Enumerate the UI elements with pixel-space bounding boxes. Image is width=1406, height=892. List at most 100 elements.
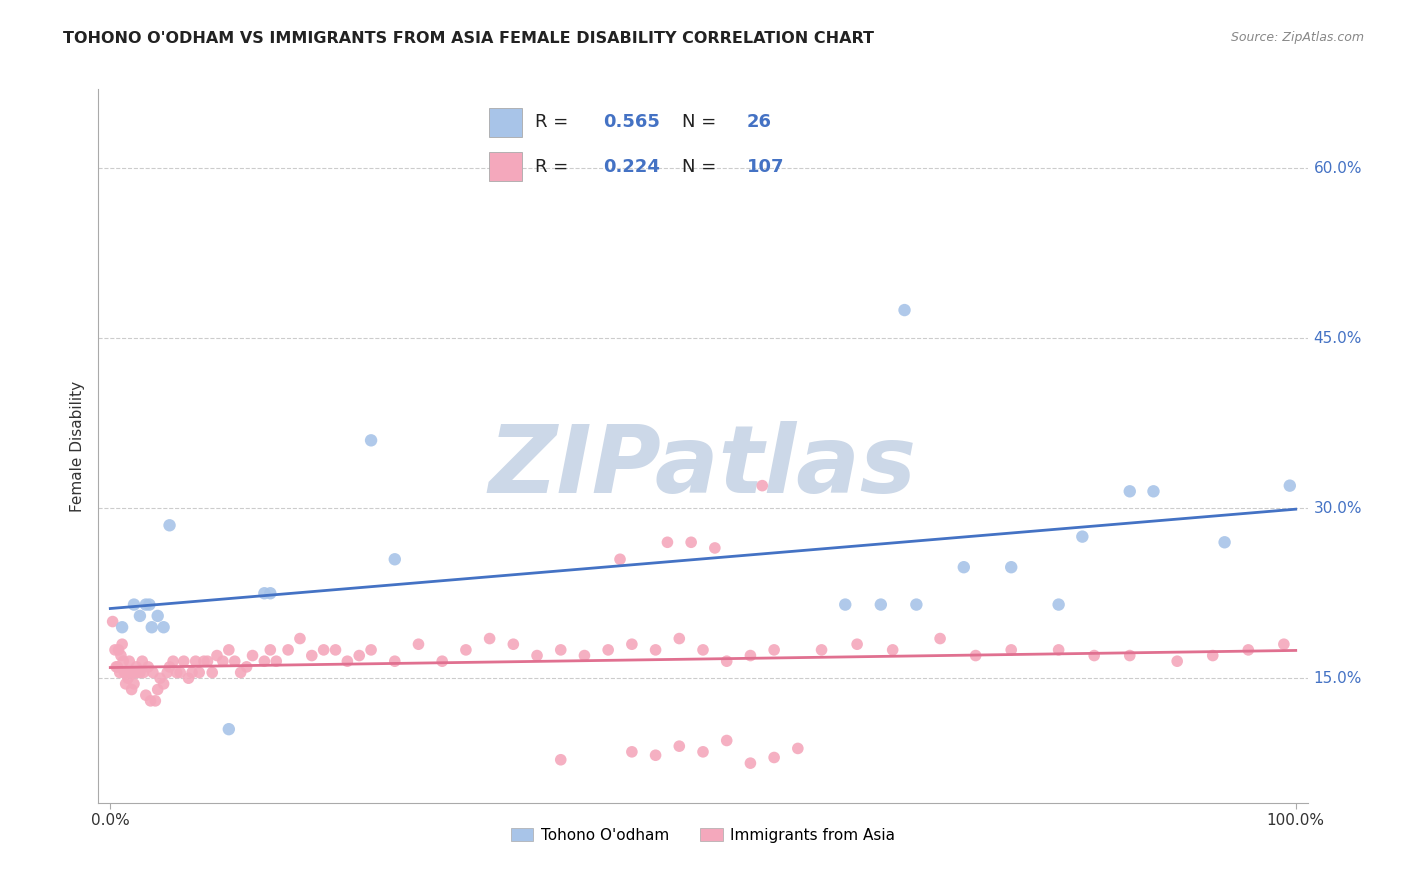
- Point: [229, 665, 252, 680]
- Point: [135, 598, 157, 612]
- Point: [114, 677, 136, 691]
- Point: [127, 665, 149, 680]
- Point: [166, 665, 188, 680]
- Point: [259, 586, 281, 600]
- Point: [740, 648, 762, 663]
- Point: [846, 637, 869, 651]
- Point: [138, 598, 160, 612]
- Point: [657, 535, 679, 549]
- Point: [716, 654, 738, 668]
- Point: [264, 654, 287, 668]
- Text: 60.0%: 60.0%: [1313, 161, 1362, 176]
- Point: [1272, 637, 1295, 651]
- Point: [143, 694, 166, 708]
- Point: [1000, 643, 1022, 657]
- Point: [117, 671, 139, 685]
- Point: [159, 518, 181, 533]
- Point: [129, 608, 152, 623]
- Point: [122, 677, 145, 691]
- Point: [162, 654, 184, 668]
- Point: [432, 654, 454, 668]
- Point: [740, 756, 762, 771]
- Point: [893, 303, 915, 318]
- Point: [224, 654, 246, 668]
- Point: [253, 654, 276, 668]
- Point: [301, 648, 323, 663]
- Point: [288, 632, 311, 646]
- Point: [408, 637, 430, 651]
- Point: [139, 694, 162, 708]
- Point: [882, 643, 904, 657]
- Point: [681, 535, 703, 549]
- Point: [952, 560, 974, 574]
- Point: [1202, 648, 1225, 663]
- Point: [146, 682, 169, 697]
- Point: [384, 552, 406, 566]
- Point: [142, 665, 165, 680]
- Point: [609, 552, 631, 566]
- Text: Source: ZipAtlas.com: Source: ZipAtlas.com: [1230, 31, 1364, 45]
- Point: [325, 643, 347, 657]
- Point: [1166, 654, 1188, 668]
- Point: [131, 654, 153, 668]
- Point: [146, 608, 169, 623]
- Point: [644, 643, 666, 657]
- Point: [360, 643, 382, 657]
- Point: [869, 598, 891, 612]
- Point: [184, 654, 207, 668]
- Text: 15.0%: 15.0%: [1313, 671, 1362, 686]
- Point: [242, 648, 264, 663]
- Point: [118, 654, 141, 668]
- Point: [834, 598, 856, 612]
- Point: [598, 643, 620, 657]
- Point: [668, 739, 690, 754]
- Text: 45.0%: 45.0%: [1313, 331, 1362, 346]
- Point: [121, 665, 143, 680]
- Point: [965, 648, 987, 663]
- Point: [107, 643, 129, 657]
- Point: [141, 620, 163, 634]
- Point: [277, 643, 299, 657]
- Point: [218, 722, 240, 736]
- Point: [125, 660, 148, 674]
- Point: [574, 648, 596, 663]
- Point: [121, 682, 143, 697]
- Point: [108, 665, 131, 680]
- Point: [181, 665, 204, 680]
- Point: [111, 620, 134, 634]
- Point: [218, 643, 240, 657]
- Point: [101, 615, 124, 629]
- Point: [360, 434, 382, 448]
- Point: [173, 654, 195, 668]
- Point: [114, 665, 136, 680]
- Point: [1237, 643, 1260, 657]
- Point: [763, 643, 786, 657]
- Point: [120, 665, 142, 680]
- Point: [159, 660, 181, 674]
- Point: [135, 688, 157, 702]
- Point: [810, 643, 832, 657]
- Point: [526, 648, 548, 663]
- Point: [253, 586, 276, 600]
- Point: [152, 620, 174, 634]
- Point: [122, 598, 145, 612]
- Point: [115, 665, 138, 680]
- Text: 30.0%: 30.0%: [1313, 500, 1362, 516]
- Point: [1047, 598, 1070, 612]
- Point: [763, 750, 786, 764]
- Point: [1213, 535, 1236, 549]
- Point: [104, 643, 127, 657]
- Point: [1142, 484, 1164, 499]
- Point: [193, 654, 215, 668]
- Point: [136, 660, 159, 674]
- Point: [197, 654, 219, 668]
- Point: [235, 660, 257, 674]
- Point: [336, 654, 359, 668]
- Point: [212, 654, 235, 668]
- Point: [692, 745, 714, 759]
- Text: TOHONO O'ODHAM VS IMMIGRANTS FROM ASIA FEMALE DISABILITY CORRELATION CHART: TOHONO O'ODHAM VS IMMIGRANTS FROM ASIA F…: [63, 31, 875, 46]
- Point: [129, 665, 152, 680]
- Point: [478, 632, 501, 646]
- Point: [347, 648, 370, 663]
- Point: [201, 665, 224, 680]
